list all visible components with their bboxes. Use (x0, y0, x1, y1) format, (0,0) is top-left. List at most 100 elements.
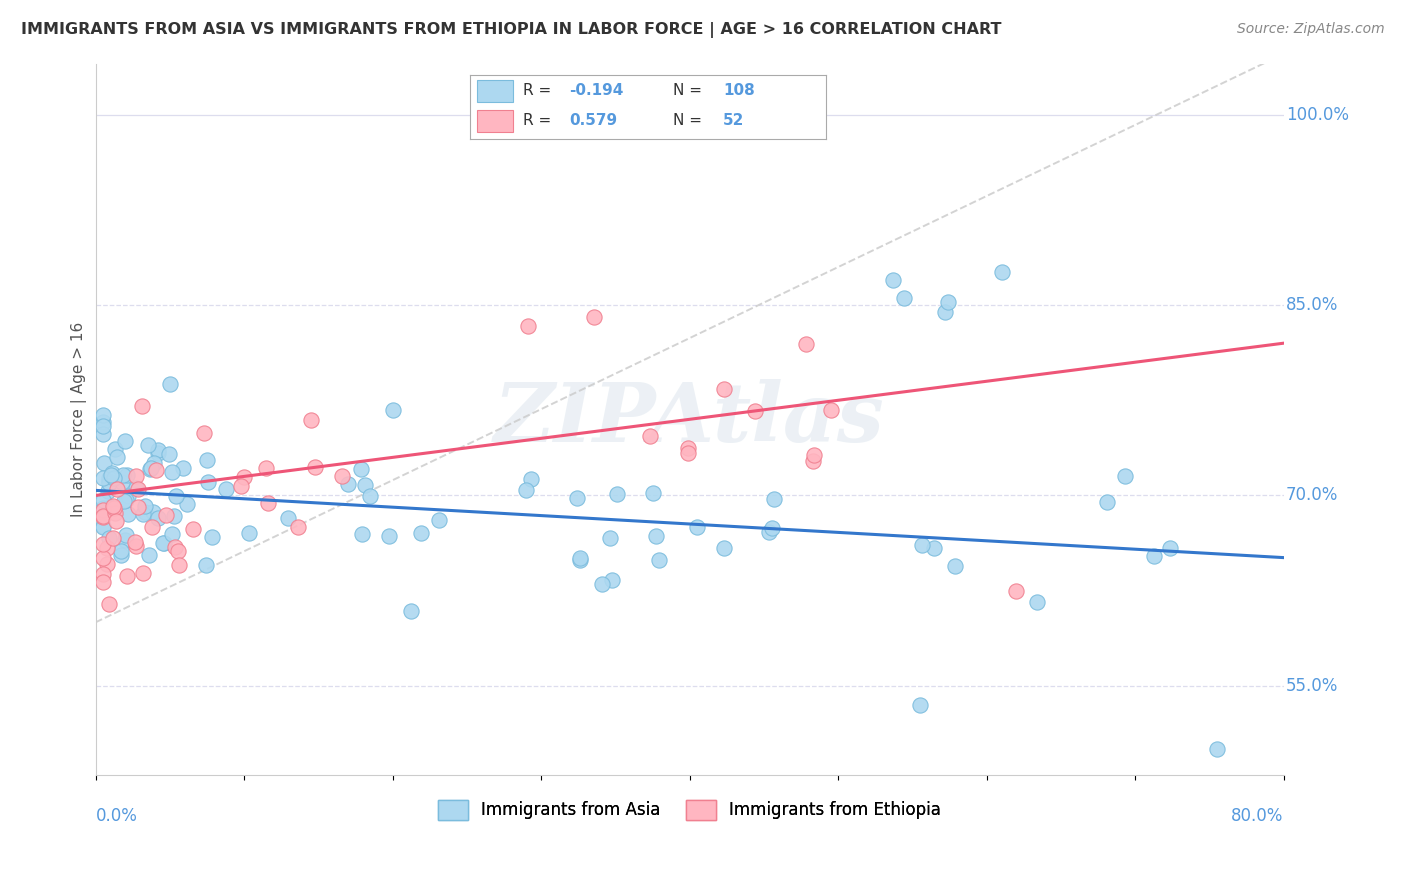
Point (132, 508, 155, 522)
Point (110, 548, 132, 562)
Point (124, 481, 146, 495)
Point (568, 550, 591, 565)
Point (127, 500, 149, 514)
Point (176, 497, 198, 511)
Point (131, 566, 153, 581)
Point (641, 486, 664, 500)
Point (299, 413, 322, 427)
Point (103, 501, 125, 516)
Point (141, 519, 163, 533)
Point (139, 462, 162, 476)
Point (336, 477, 359, 491)
Point (354, 477, 377, 491)
Point (257, 496, 280, 510)
Point (411, 525, 433, 540)
Text: ZIPAtlas: ZIPAtlas (494, 379, 884, 459)
Point (803, 448, 825, 462)
Point (91, 501, 114, 516)
Point (520, 472, 543, 486)
Point (763, 491, 786, 506)
Point (93, 456, 115, 470)
Point (98, 532, 121, 546)
Point (1205, 742, 1227, 756)
Point (359, 490, 381, 504)
Text: 85.0%: 85.0% (1286, 296, 1339, 314)
Point (134, 500, 156, 514)
Text: IMMIGRANTS FROM ASIA VS IMMIGRANTS FROM ETHIOPIA IN LABOR FORCE | AGE > 16 CORRE: IMMIGRANTS FROM ASIA VS IMMIGRANTS FROM … (21, 22, 1001, 38)
Point (908, 698, 931, 712)
Point (157, 447, 180, 461)
Point (160, 465, 183, 479)
Point (97, 476, 120, 491)
Point (1005, 583, 1028, 598)
Point (934, 304, 956, 318)
Point (96, 558, 118, 572)
Point (304, 459, 326, 474)
Point (197, 453, 219, 467)
Point (125, 468, 148, 483)
Point (101, 531, 124, 545)
Point (606, 487, 628, 501)
Point (105, 514, 128, 528)
Point (112, 494, 135, 508)
Point (91, 519, 114, 533)
Point (761, 521, 783, 535)
Point (645, 529, 668, 543)
Point (232, 470, 254, 484)
Point (96, 541, 118, 556)
Point (381, 402, 404, 417)
Point (713, 541, 735, 556)
Point (115, 492, 138, 507)
Point (155, 508, 177, 522)
Point (127, 482, 149, 496)
Point (1026, 595, 1049, 609)
Point (991, 265, 1014, 279)
Point (91, 510, 114, 524)
Point (97, 475, 120, 489)
Point (91, 509, 114, 524)
Point (105, 450, 128, 464)
Point (600, 573, 623, 587)
Point (97, 484, 120, 499)
Point (101, 500, 124, 514)
Point (91, 508, 114, 522)
Point (197, 475, 219, 489)
Point (91, 427, 114, 442)
Point (104, 442, 127, 457)
Point (98, 500, 121, 514)
Point (110, 544, 132, 558)
Point (91, 492, 114, 507)
Point (100, 479, 122, 493)
Point (91, 408, 114, 422)
Point (134, 505, 156, 519)
Point (194, 558, 217, 573)
Point (111, 468, 134, 483)
Point (1095, 495, 1118, 509)
Point (638, 429, 661, 443)
Point (193, 426, 215, 441)
Point (117, 489, 139, 503)
Point (138, 548, 160, 562)
Point (516, 319, 538, 334)
Point (911, 538, 934, 552)
Y-axis label: In Labor Force | Age > 16: In Labor Force | Age > 16 (72, 322, 87, 517)
Point (115, 528, 138, 542)
Point (215, 482, 238, 496)
Point (145, 463, 167, 477)
Point (124, 534, 146, 549)
Point (159, 377, 181, 392)
Point (713, 382, 735, 396)
Text: 70.0%: 70.0% (1286, 486, 1339, 505)
Point (936, 294, 959, 309)
Point (125, 539, 148, 553)
Point (1159, 541, 1181, 556)
Point (794, 337, 817, 351)
Point (146, 443, 169, 458)
Point (163, 509, 186, 524)
Point (91, 419, 114, 434)
Point (744, 404, 766, 418)
Point (152, 536, 174, 550)
Point (97, 471, 120, 485)
Point (136, 438, 159, 452)
Point (91, 537, 114, 551)
